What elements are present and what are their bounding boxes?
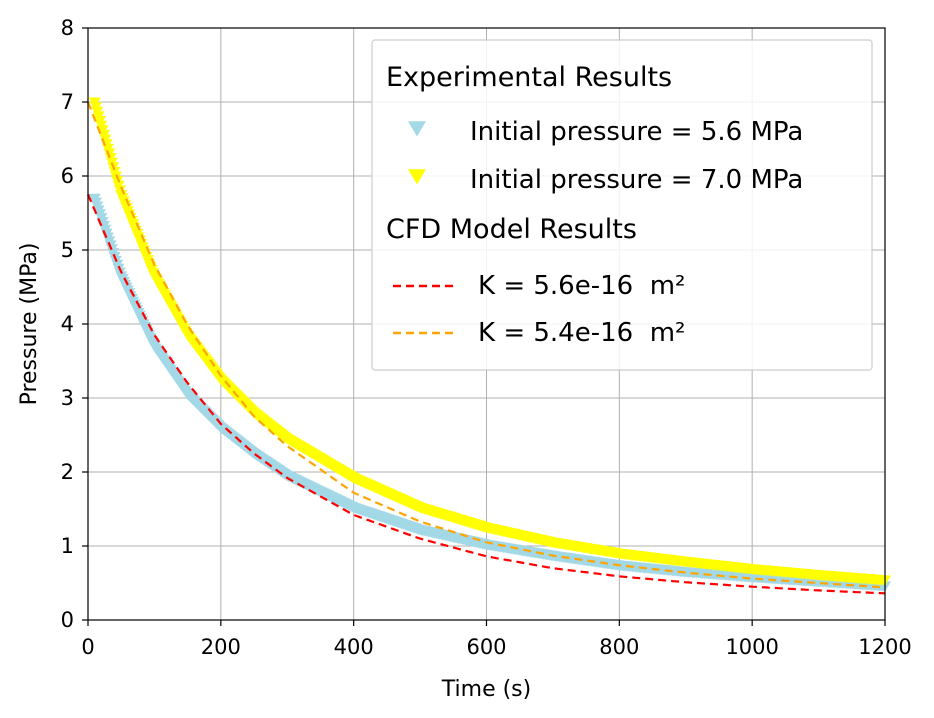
x-tick-label: 200 [201,635,241,659]
legend-marker-series-2 [408,169,426,185]
x-tick-label: 0 [81,635,94,659]
legend-triangle-icon [408,121,426,137]
series-4-line [86,101,886,589]
legend-heading-cfd: CFD Model Results [386,214,637,245]
y-tick-label: 4 [61,312,74,336]
legend-heading-experimental: Experimental Results [386,62,672,93]
legend-entry-series-4: K = 5.4e-16 m² [478,318,685,348]
y-axis-label: Pressure (MPa) [17,243,42,406]
y-tick-label: 1 [61,534,74,558]
y-tick-label: 5 [61,238,74,262]
x-tick-label: 1200 [858,635,911,659]
legend-box [371,39,873,371]
legend-triangle-icon [408,169,426,185]
y-tick-label: 7 [61,90,74,114]
x-axis-label: Time (s) [441,677,531,702]
y-tick-label: 2 [61,460,74,484]
series-2-markers [88,97,891,586]
y-tick-label: 6 [61,164,74,188]
legend-entry-series-2: Initial pressure = 7.0 MPa [470,165,803,195]
series-3-line [86,194,886,595]
axis-ticks: 0 200 400 600 800 1000 1200 0 1 2 3 4 5 6 7 8 [61,16,912,659]
legend: Experimental Results Initial pressure = … [371,39,873,371]
legend-marker-series-1 [408,121,426,137]
legend-entry-series-1: Initial pressure = 5.6 MPa [470,117,803,147]
x-tick-label: 400 [334,635,374,659]
x-tick-label: 600 [466,635,506,659]
y-tick-label: 8 [61,16,74,40]
x-tick-label: 1000 [725,635,778,659]
y-tick-label: 0 [61,608,74,632]
legend-entry-series-3: K = 5.6e-16 m² [478,271,685,301]
y-tick-label: 3 [61,386,74,410]
x-tick-label: 800 [599,635,639,659]
plot-series [86,97,891,595]
